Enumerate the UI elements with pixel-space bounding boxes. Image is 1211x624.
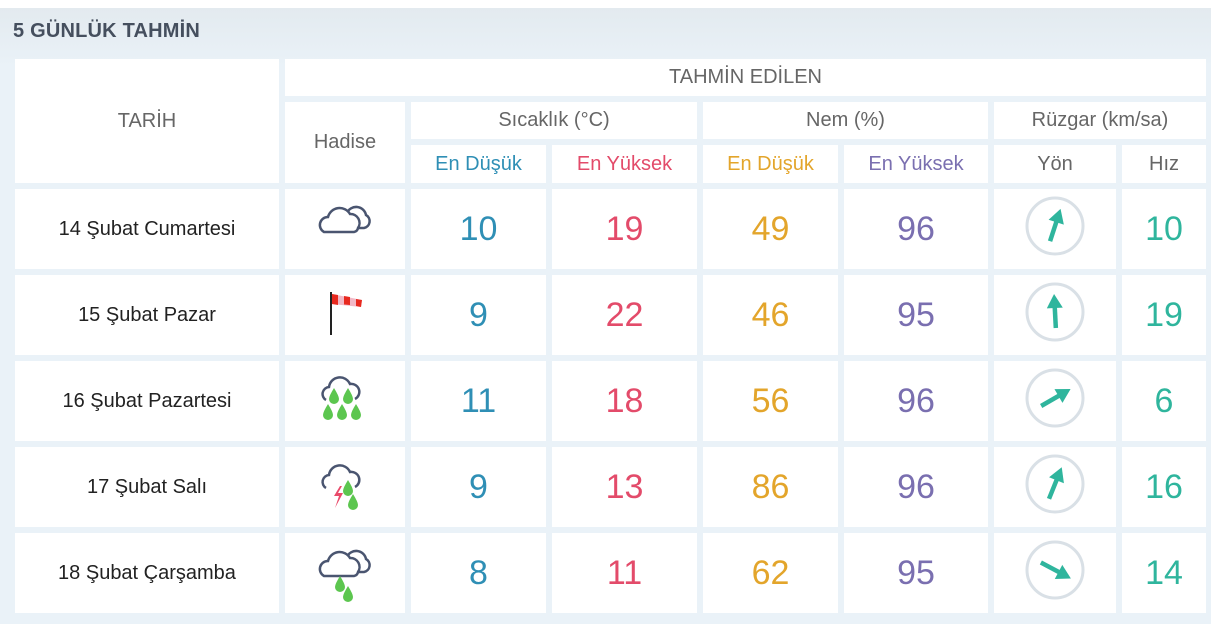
wind-direction-arrow-icon [1023, 280, 1087, 350]
weather-cell [285, 447, 405, 527]
heavy-rain-icon [310, 366, 380, 436]
wind-speed-cell: 14 [1122, 533, 1206, 613]
temp-high-cell: 19 [552, 189, 697, 269]
panel-title: 5 GÜNLÜK TAHMİN [13, 20, 201, 42]
hum-high-cell: 96 [844, 447, 988, 527]
wind-direction-cell [994, 447, 1116, 527]
wind-speed-cell: 16 [1122, 447, 1206, 527]
hum-high-cell: 96 [844, 189, 988, 269]
header-date: TARİH [15, 59, 279, 183]
wind-direction-cell [994, 275, 1116, 355]
wind-speed-cell: 10 [1122, 189, 1206, 269]
date-cell: 15 Şubat Pazar [15, 275, 279, 355]
temp-low-cell: 8 [411, 533, 546, 613]
weather-cell [285, 189, 405, 269]
temp-high-cell: 13 [552, 447, 697, 527]
header-event: Hadise [285, 102, 405, 183]
header-hum-low: En Düşük [703, 145, 838, 183]
weather-cell [285, 533, 405, 613]
date-cell: 18 Şubat Çarşamba [15, 533, 279, 613]
wind-direction-arrow-icon [1023, 538, 1087, 608]
temp-low-cell: 10 [411, 189, 546, 269]
wind-speed-cell: 19 [1122, 275, 1206, 355]
cloudy-light-rain-icon [310, 538, 380, 608]
weather-cell [285, 275, 405, 355]
header-forecast: TAHMİN EDİLEN [285, 59, 1206, 96]
temp-low-cell: 9 [411, 275, 546, 355]
hum-low-cell: 49 [703, 189, 838, 269]
forecast-panel: 5 GÜNLÜK TAHMİN TARİH TAHMİN EDİLEN Hadi… [0, 8, 1211, 624]
header-humidity: Nem (%) [703, 102, 988, 139]
wind-direction-cell [994, 189, 1116, 269]
weather-cell [285, 361, 405, 441]
hum-low-cell: 46 [703, 275, 838, 355]
hum-low-cell: 56 [703, 361, 838, 441]
hum-low-cell: 62 [703, 533, 838, 613]
hum-low-cell: 86 [703, 447, 838, 527]
header-hum-high: En Yüksek [844, 145, 988, 183]
hum-high-cell: 95 [844, 275, 988, 355]
wind-direction-arrow-icon [1023, 366, 1087, 436]
header-temp-high: En Yüksek [552, 145, 697, 183]
temp-low-cell: 11 [411, 361, 546, 441]
hum-high-cell: 96 [844, 361, 988, 441]
date-cell: 16 Şubat Pazartesi [15, 361, 279, 441]
partly-cloudy-icon [310, 194, 380, 264]
thunderstorm-rain-icon [310, 452, 380, 522]
temp-high-cell: 22 [552, 275, 697, 355]
date-cell: 14 Şubat Cumartesi [15, 189, 279, 269]
wind-direction-cell [994, 361, 1116, 441]
header-direction: Yön [994, 145, 1116, 183]
wind-direction-cell [994, 533, 1116, 613]
forecast-table: TARİH TAHMİN EDİLEN Hadise Sıcaklık (°C)… [15, 59, 1206, 613]
temp-high-cell: 18 [552, 361, 697, 441]
date-cell: 17 Şubat Salı [15, 447, 279, 527]
header-temperature: Sıcaklık (°C) [411, 102, 697, 139]
windy-windsock-icon [310, 280, 380, 350]
hum-high-cell: 95 [844, 533, 988, 613]
wind-speed-cell: 6 [1122, 361, 1206, 441]
wind-direction-arrow-icon [1023, 452, 1087, 522]
header-speed: Hız [1122, 145, 1206, 183]
temp-high-cell: 11 [552, 533, 697, 613]
header-temp-low: En Düşük [411, 145, 546, 183]
temp-low-cell: 9 [411, 447, 546, 527]
wind-direction-arrow-icon [1023, 194, 1087, 264]
header-wind: Rüzgar (km/sa) [994, 102, 1206, 139]
